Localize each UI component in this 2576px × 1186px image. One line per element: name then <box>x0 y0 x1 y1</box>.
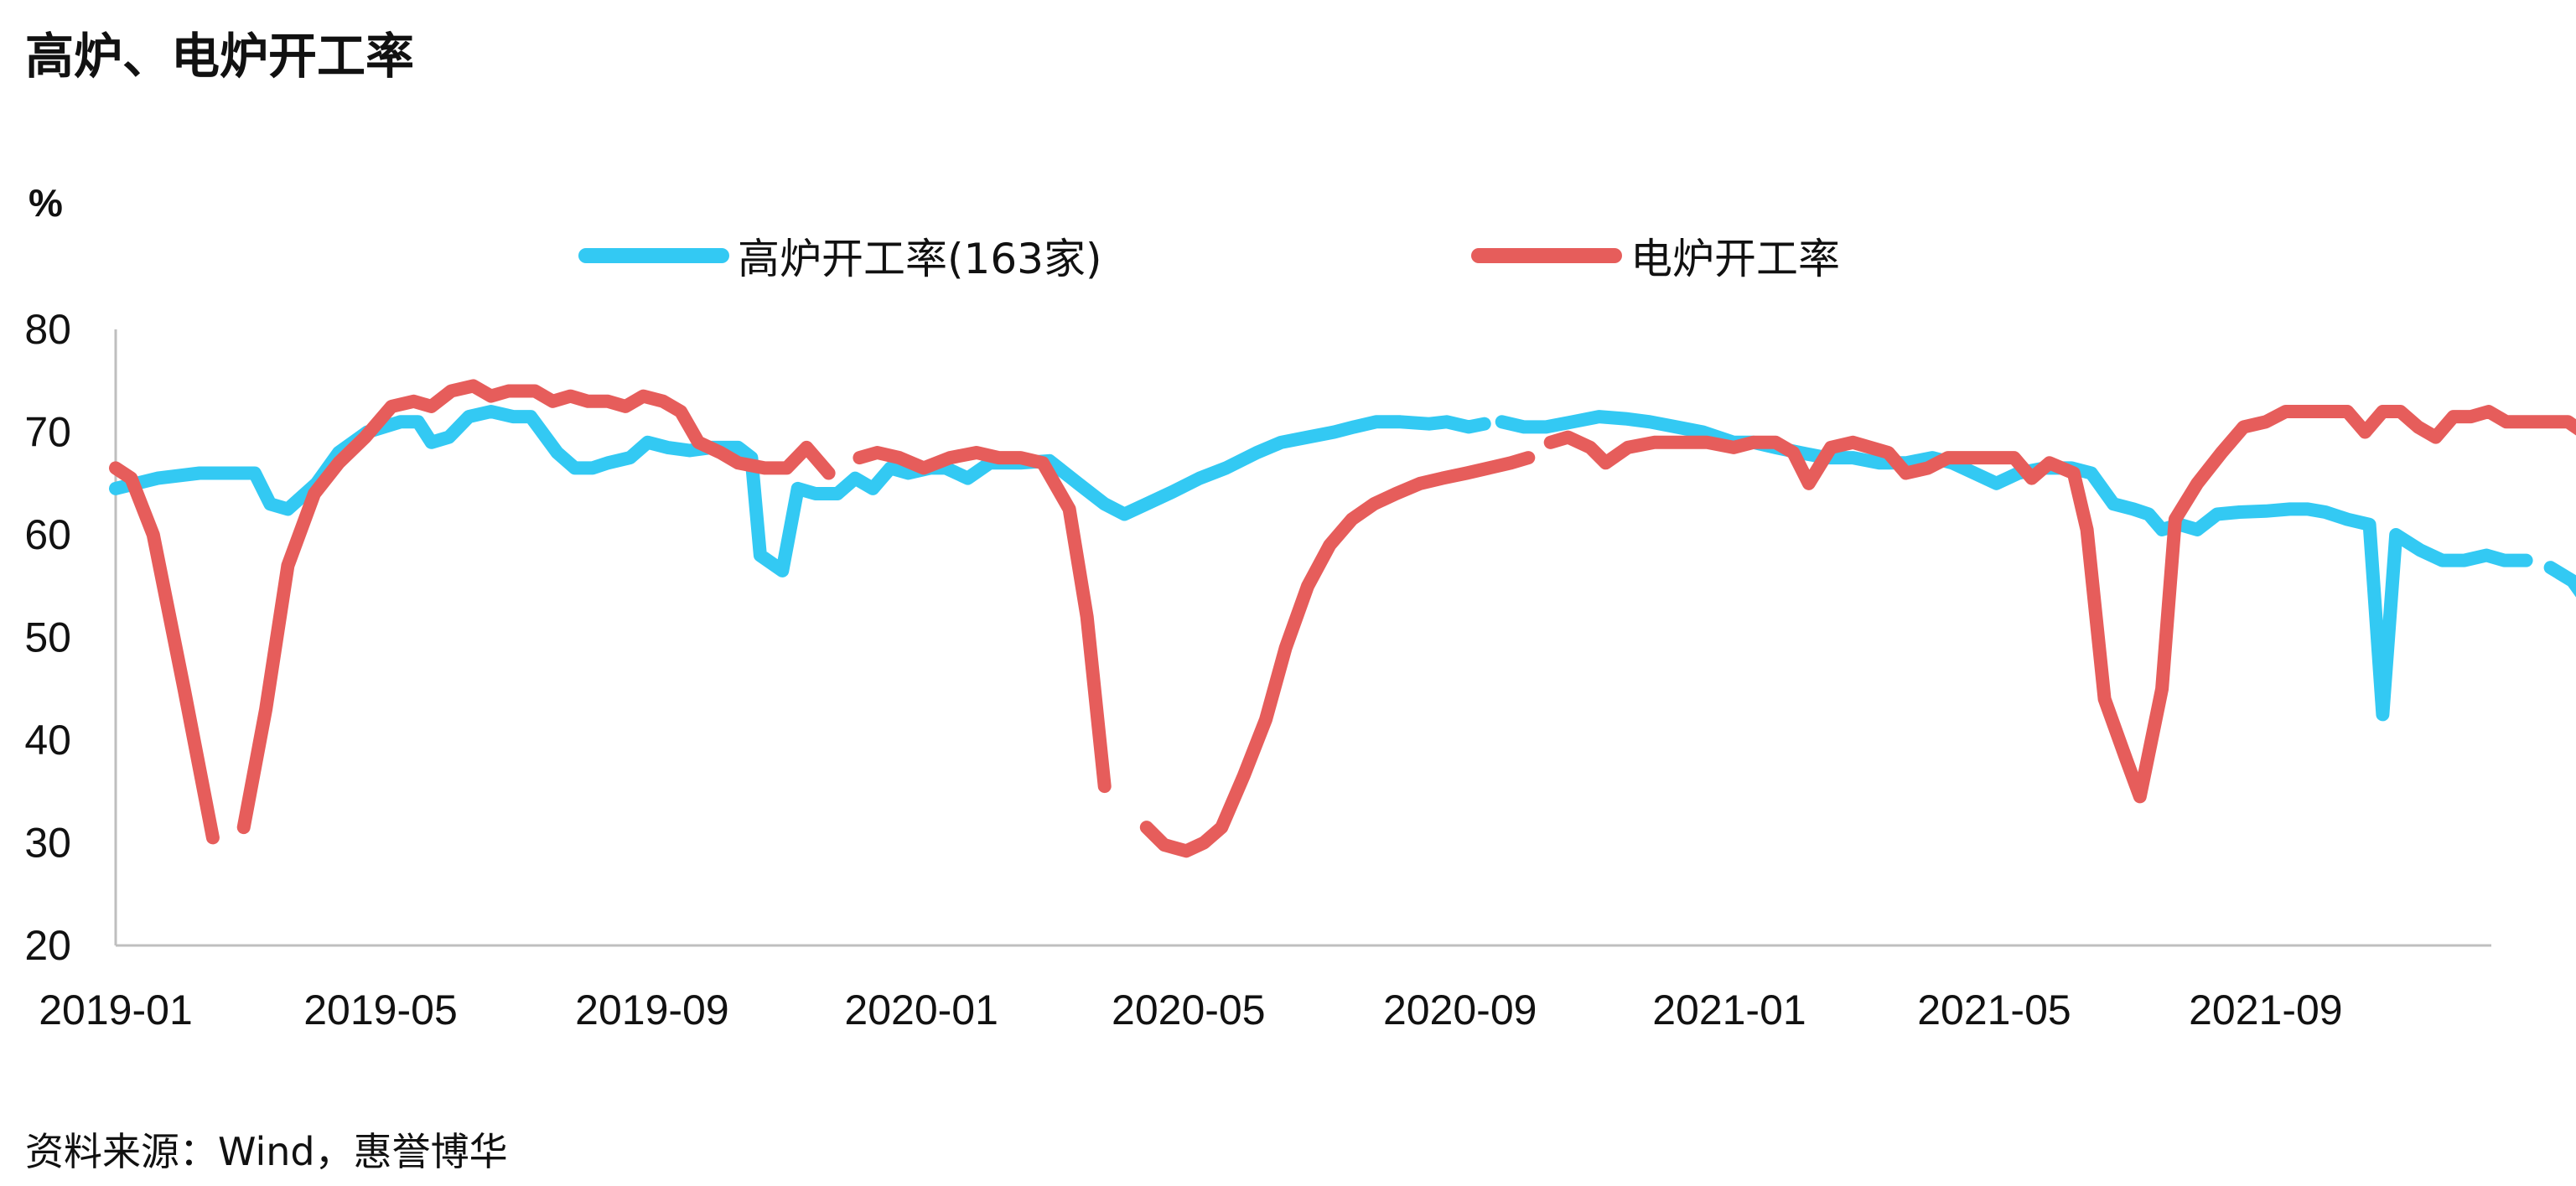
chart-title: 高炉、电炉开工率 <box>25 28 415 85</box>
legend-swatch-electric-furnace <box>1471 248 1622 263</box>
legend-item-blast-furnace: 高炉开工率(163家) <box>578 226 1101 285</box>
y-tick-label: 30 <box>24 820 71 867</box>
electric-furnace-series-line <box>1139 451 1536 858</box>
y-axis-unit-label: % <box>29 181 63 225</box>
y-tick-label: 50 <box>24 614 71 661</box>
x-tick-label: 2019-09 <box>575 987 729 1033</box>
x-tick-label: 2021-01 <box>1652 987 1806 1033</box>
electric-furnace-series-line <box>109 461 220 845</box>
electric-furnace-series-line <box>853 446 1112 794</box>
legend-label-electric-furnace: 电炉开工率 <box>1630 235 1840 283</box>
electric-furnace-series-line <box>236 379 836 835</box>
legend-item-electric-furnace: 电炉开工率 <box>1471 226 1840 285</box>
x-tick-label: 2021-09 <box>2189 987 2343 1033</box>
x-tick-label: 2019-01 <box>39 987 193 1033</box>
x-tick-label: 2021-05 <box>1917 987 2071 1033</box>
x-tick-label: 2020-09 <box>1383 987 1537 1033</box>
y-tick-label: 20 <box>24 922 71 969</box>
blast-furnace-series-line <box>109 405 1491 577</box>
y-tick-label: 40 <box>24 717 71 764</box>
y-tick-label: 80 <box>24 306 71 353</box>
x-tick-label: 2020-05 <box>1112 987 1266 1033</box>
legend-label-blast-furnace: 高炉开工率(163家) <box>738 235 1102 283</box>
y-tick-label: 70 <box>24 409 71 456</box>
blast-furnace-series-line <box>2543 561 2576 598</box>
electric-furnace-series-line <box>1543 405 2576 804</box>
source-note: 资料来源：Wind，惠誉博华 <box>25 1129 508 1174</box>
legend-swatch-blast-furnace <box>578 248 729 263</box>
y-tick-label: 60 <box>24 511 71 558</box>
x-tick-label: 2020-01 <box>844 987 998 1033</box>
x-tick-label: 2019-05 <box>303 987 458 1033</box>
